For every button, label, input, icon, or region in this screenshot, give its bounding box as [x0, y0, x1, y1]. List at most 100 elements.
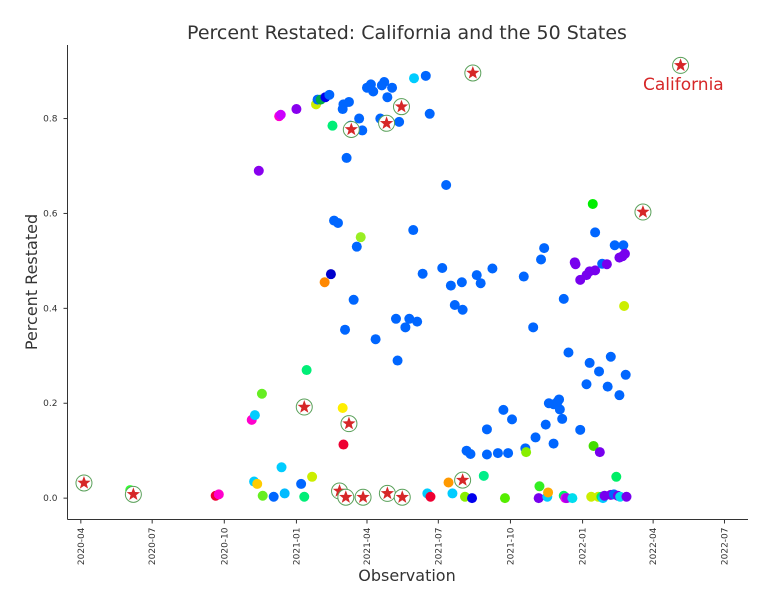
state-point — [301, 365, 312, 376]
state-point — [471, 270, 482, 281]
chart-title: Percent Restated: California and the 50 … — [187, 22, 627, 44]
california-point — [337, 488, 355, 506]
state-point — [417, 268, 428, 279]
california-point — [464, 64, 482, 82]
state-point — [412, 316, 423, 327]
california-star — [297, 400, 311, 413]
california-point — [354, 488, 372, 506]
state-point — [408, 225, 419, 236]
california-point — [75, 474, 93, 492]
state-point — [587, 198, 598, 209]
state-point — [594, 366, 605, 377]
california-star — [466, 66, 480, 79]
state-point — [498, 404, 509, 415]
state-point — [379, 77, 390, 88]
state-point — [387, 82, 398, 93]
x-tick-label: 2021-01 — [292, 528, 302, 566]
state-point — [275, 109, 286, 120]
state-point — [394, 116, 405, 127]
california-point — [378, 484, 396, 502]
x-tick-label: 2020-10 — [220, 527, 230, 565]
state-point — [325, 269, 336, 280]
california-star — [394, 99, 409, 113]
state-point — [588, 440, 599, 451]
california-point — [454, 471, 472, 489]
state-point — [348, 294, 359, 305]
state-point — [503, 448, 514, 459]
state-point — [443, 477, 454, 488]
california-points — [75, 56, 690, 506]
state-point — [530, 432, 541, 443]
state-point — [475, 278, 486, 289]
state-point — [256, 388, 267, 399]
state-point — [584, 357, 595, 368]
california-point — [393, 488, 411, 506]
state-point — [279, 488, 290, 499]
state-point — [355, 232, 366, 243]
x-tick-label: 2022-04 — [649, 527, 659, 565]
california-annotation: California — [643, 75, 724, 95]
california-point — [392, 98, 410, 116]
state-point — [619, 300, 630, 311]
state-point — [296, 478, 307, 489]
state-point — [291, 104, 302, 115]
state-point — [557, 413, 568, 424]
state-point — [420, 70, 431, 81]
y-axis-label: Percent Restated — [22, 214, 41, 350]
state-point — [586, 491, 597, 502]
state-point — [478, 470, 489, 481]
state-point — [618, 240, 629, 251]
state-point — [567, 493, 578, 504]
state-point — [609, 240, 620, 251]
state-point — [424, 108, 435, 119]
state-point — [621, 491, 632, 502]
state-point — [276, 462, 287, 473]
state-point — [528, 322, 539, 333]
state-point — [590, 227, 601, 238]
state-point — [299, 491, 310, 502]
axes — [67, 45, 748, 520]
state-point — [533, 493, 544, 504]
state-point — [213, 489, 224, 500]
x-tick-label: 2021-10 — [506, 527, 516, 565]
state-point — [252, 478, 263, 489]
california-star — [636, 205, 650, 218]
y-tick-label: 0.6 — [43, 209, 58, 219]
x-axis-label: Observation — [358, 566, 455, 585]
state-point — [534, 481, 545, 492]
state-point — [518, 271, 529, 282]
x-tick-label: 2022-07 — [720, 528, 730, 566]
state-point — [337, 402, 348, 413]
state-point — [447, 488, 458, 499]
state-point — [390, 313, 401, 324]
california-point — [634, 203, 652, 221]
y-tick-label: 0.4 — [43, 304, 58, 314]
state-point — [319, 277, 330, 288]
state-point — [467, 493, 478, 504]
state-point — [249, 410, 260, 421]
california-star — [344, 122, 358, 136]
state-points — [125, 70, 632, 504]
x-tick-label: 2021-07 — [434, 528, 444, 566]
state-point — [351, 241, 362, 252]
state-point — [558, 293, 569, 304]
state-point — [499, 493, 510, 504]
california-star — [673, 58, 688, 72]
state-point — [343, 96, 354, 107]
state-point — [487, 263, 498, 274]
state-point — [605, 351, 616, 362]
state-point — [540, 419, 551, 430]
y-tick-label: 0.8 — [43, 115, 58, 125]
state-point — [536, 254, 547, 265]
state-point — [449, 300, 460, 311]
state-point — [481, 449, 492, 460]
california-star — [356, 490, 370, 503]
state-point — [548, 438, 559, 449]
california-star — [395, 490, 409, 503]
state-point — [601, 259, 612, 270]
california-star — [126, 487, 141, 501]
california-point — [295, 398, 313, 416]
state-point — [341, 152, 352, 163]
california-star — [380, 486, 395, 500]
